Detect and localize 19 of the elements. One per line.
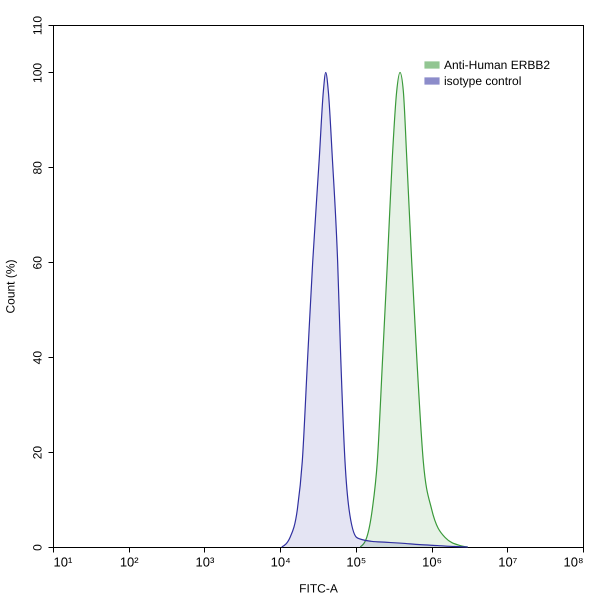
x-tick-label: 10¹ [54,554,73,570]
x-tick-label: 10⁶ [422,554,442,570]
x-tick-label: 10⁸ [564,554,584,570]
x-tick-label: 10⁵ [346,554,366,570]
y-tick-label: 60 [30,256,44,270]
x-tick-label: 10⁷ [498,554,518,570]
x-tick-label: 10³ [196,554,215,570]
y-tick-label: 40 [30,350,44,364]
x-tick-label: 10² [120,554,140,570]
y-tick-label: 100 [30,62,44,83]
y-axis-title: Count (%) [4,259,18,314]
y-tick-label: 20 [30,446,44,460]
legend-label: Anti-Human ERBB2 [444,58,550,72]
y-tick-label: 110 [30,16,44,36]
legend-label: isotype control [444,74,522,88]
x-tick-label: 10⁴ [270,554,291,570]
y-tick-label: 80 [30,160,44,175]
x-axis-title: FITC-A [299,582,338,596]
y-tick-label: 0 [30,544,44,551]
